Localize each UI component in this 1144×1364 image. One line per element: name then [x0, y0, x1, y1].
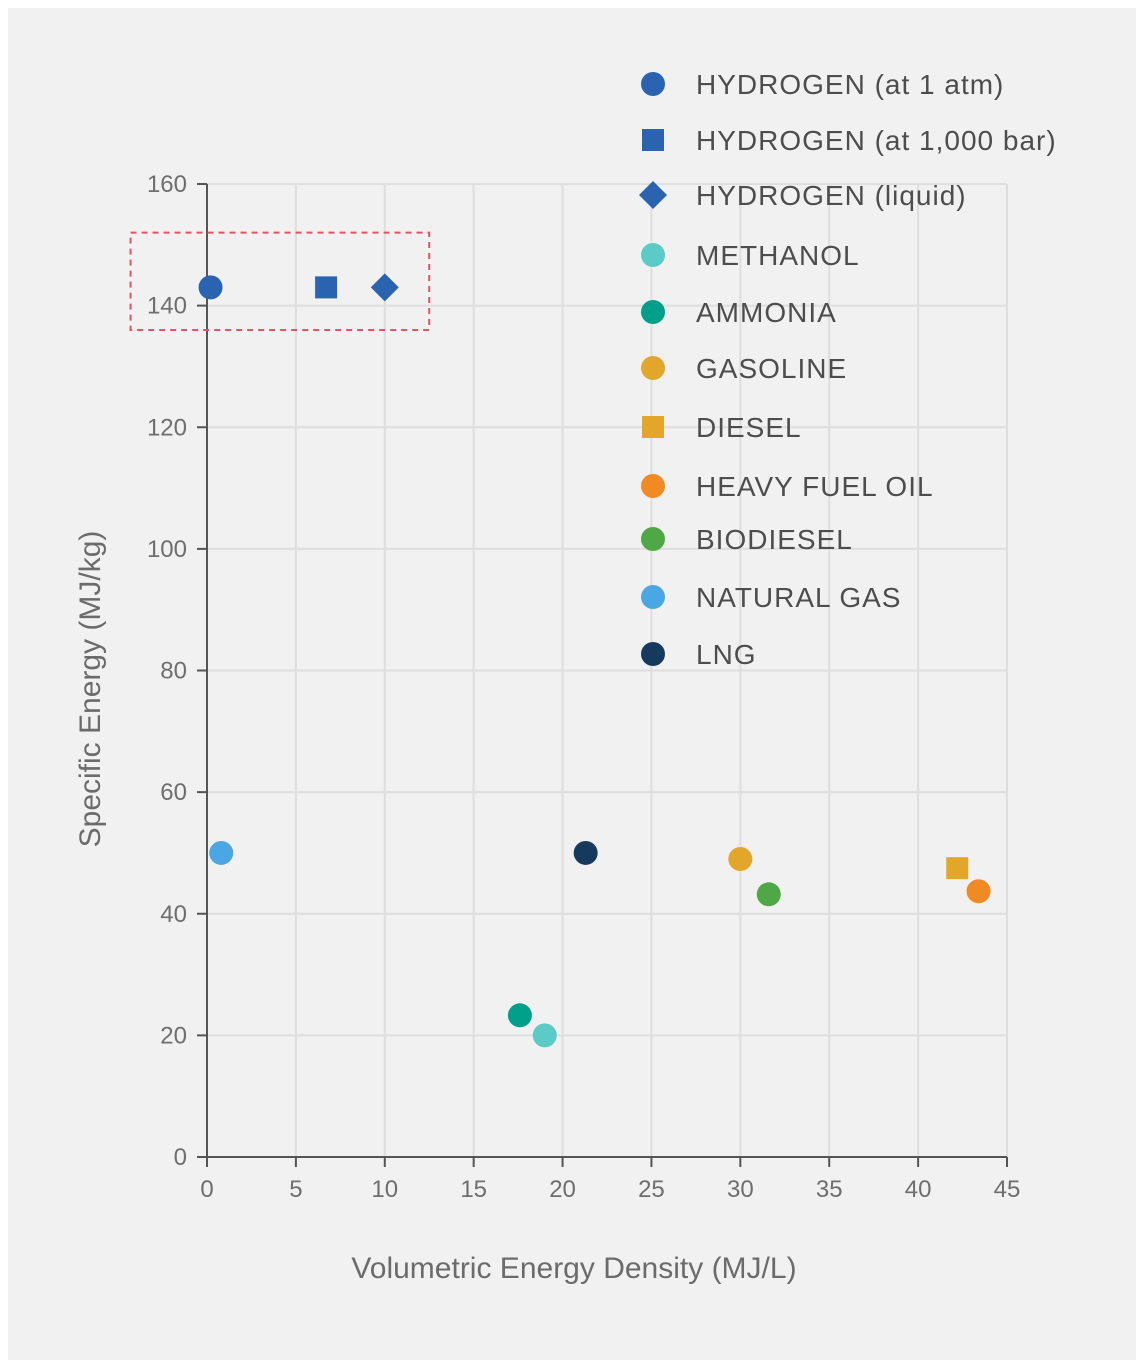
legend-marker: [641, 474, 665, 498]
data-point: [370, 273, 399, 302]
data-point: [946, 857, 969, 880]
data-markers: [198, 273, 991, 1048]
data-point: [507, 1003, 532, 1028]
y-tick-label: 100: [147, 536, 187, 563]
x-tick-label: 35: [816, 1176, 843, 1203]
legend-marker: [641, 527, 665, 551]
data-point: [966, 879, 991, 904]
legend-marker: [641, 72, 665, 96]
y-tick-label: 40: [160, 901, 187, 928]
legend-label: LNG: [696, 639, 757, 670]
legend-label: METHANOL: [696, 240, 860, 271]
legend-label: NATURAL GAS: [696, 582, 901, 613]
data-point: [756, 882, 781, 907]
legend-label: BIODIESEL: [696, 524, 853, 555]
data-point: [573, 840, 598, 865]
grid-lines: [207, 183, 1008, 1157]
chart-figure: 0 20 40 60 80 100 120 140 160 0 5 10 15 20 25 30 35 40 45 …: [8, 8, 1136, 1360]
y-axis-title: Specific Energy (MJ/kg): [74, 531, 107, 848]
x-tick-label: 0: [200, 1176, 213, 1203]
x-tick-label: 25: [638, 1176, 665, 1203]
data-point: [728, 847, 753, 872]
legend-label: AMMONIA: [696, 297, 837, 328]
legend-label: HYDROGEN (at 1 atm): [696, 69, 1004, 100]
legend-marker: [641, 300, 665, 324]
legend-marker: [641, 585, 665, 609]
legend-marker: [642, 129, 664, 151]
legend-label: GASOLINE: [696, 353, 847, 384]
data-point: [209, 840, 234, 865]
legend-label: DIESEL: [696, 412, 802, 443]
x-tick-label: 15: [460, 1176, 487, 1203]
x-tick-label: 45: [994, 1176, 1021, 1203]
legend-label: HYDROGEN (at 1,000 bar): [696, 125, 1057, 156]
data-point: [532, 1023, 557, 1048]
y-tick-label: 140: [147, 293, 187, 320]
data-point: [315, 276, 338, 299]
legend-marker: [642, 416, 664, 438]
x-tick-label: 30: [727, 1176, 754, 1203]
x-tick-label: 5: [289, 1176, 302, 1203]
legend-marker: [641, 243, 665, 267]
legend: HYDROGEN (at 1 atm) HYDROGEN (at 1,000 ba…: [639, 69, 1057, 670]
axes: 0 20 40 60 80 100 120 140 160 0 5 10 15 20 25 30 35 40 45: [147, 171, 1020, 1203]
x-tick-label: 10: [371, 1176, 398, 1203]
data-point: [198, 275, 223, 300]
y-tick-label: 20: [160, 1022, 187, 1049]
legend-marker: [639, 181, 667, 209]
y-tick-label: 120: [147, 414, 187, 441]
x-tick-label: 20: [549, 1176, 576, 1203]
legend-label: HYDROGEN (liquid): [696, 180, 967, 211]
y-tick-label: 80: [160, 658, 187, 685]
y-tick-label: 160: [147, 171, 187, 198]
legend-marker: [641, 642, 665, 666]
x-tick-label: 40: [905, 1176, 932, 1203]
legend-label: HEAVY FUEL OIL: [696, 471, 934, 502]
y-tick-label: 0: [174, 1144, 187, 1171]
legend-marker: [641, 356, 665, 380]
x-axis-title: Volumetric Energy Density (MJ/L): [351, 1252, 796, 1285]
y-tick-label: 60: [160, 779, 187, 806]
